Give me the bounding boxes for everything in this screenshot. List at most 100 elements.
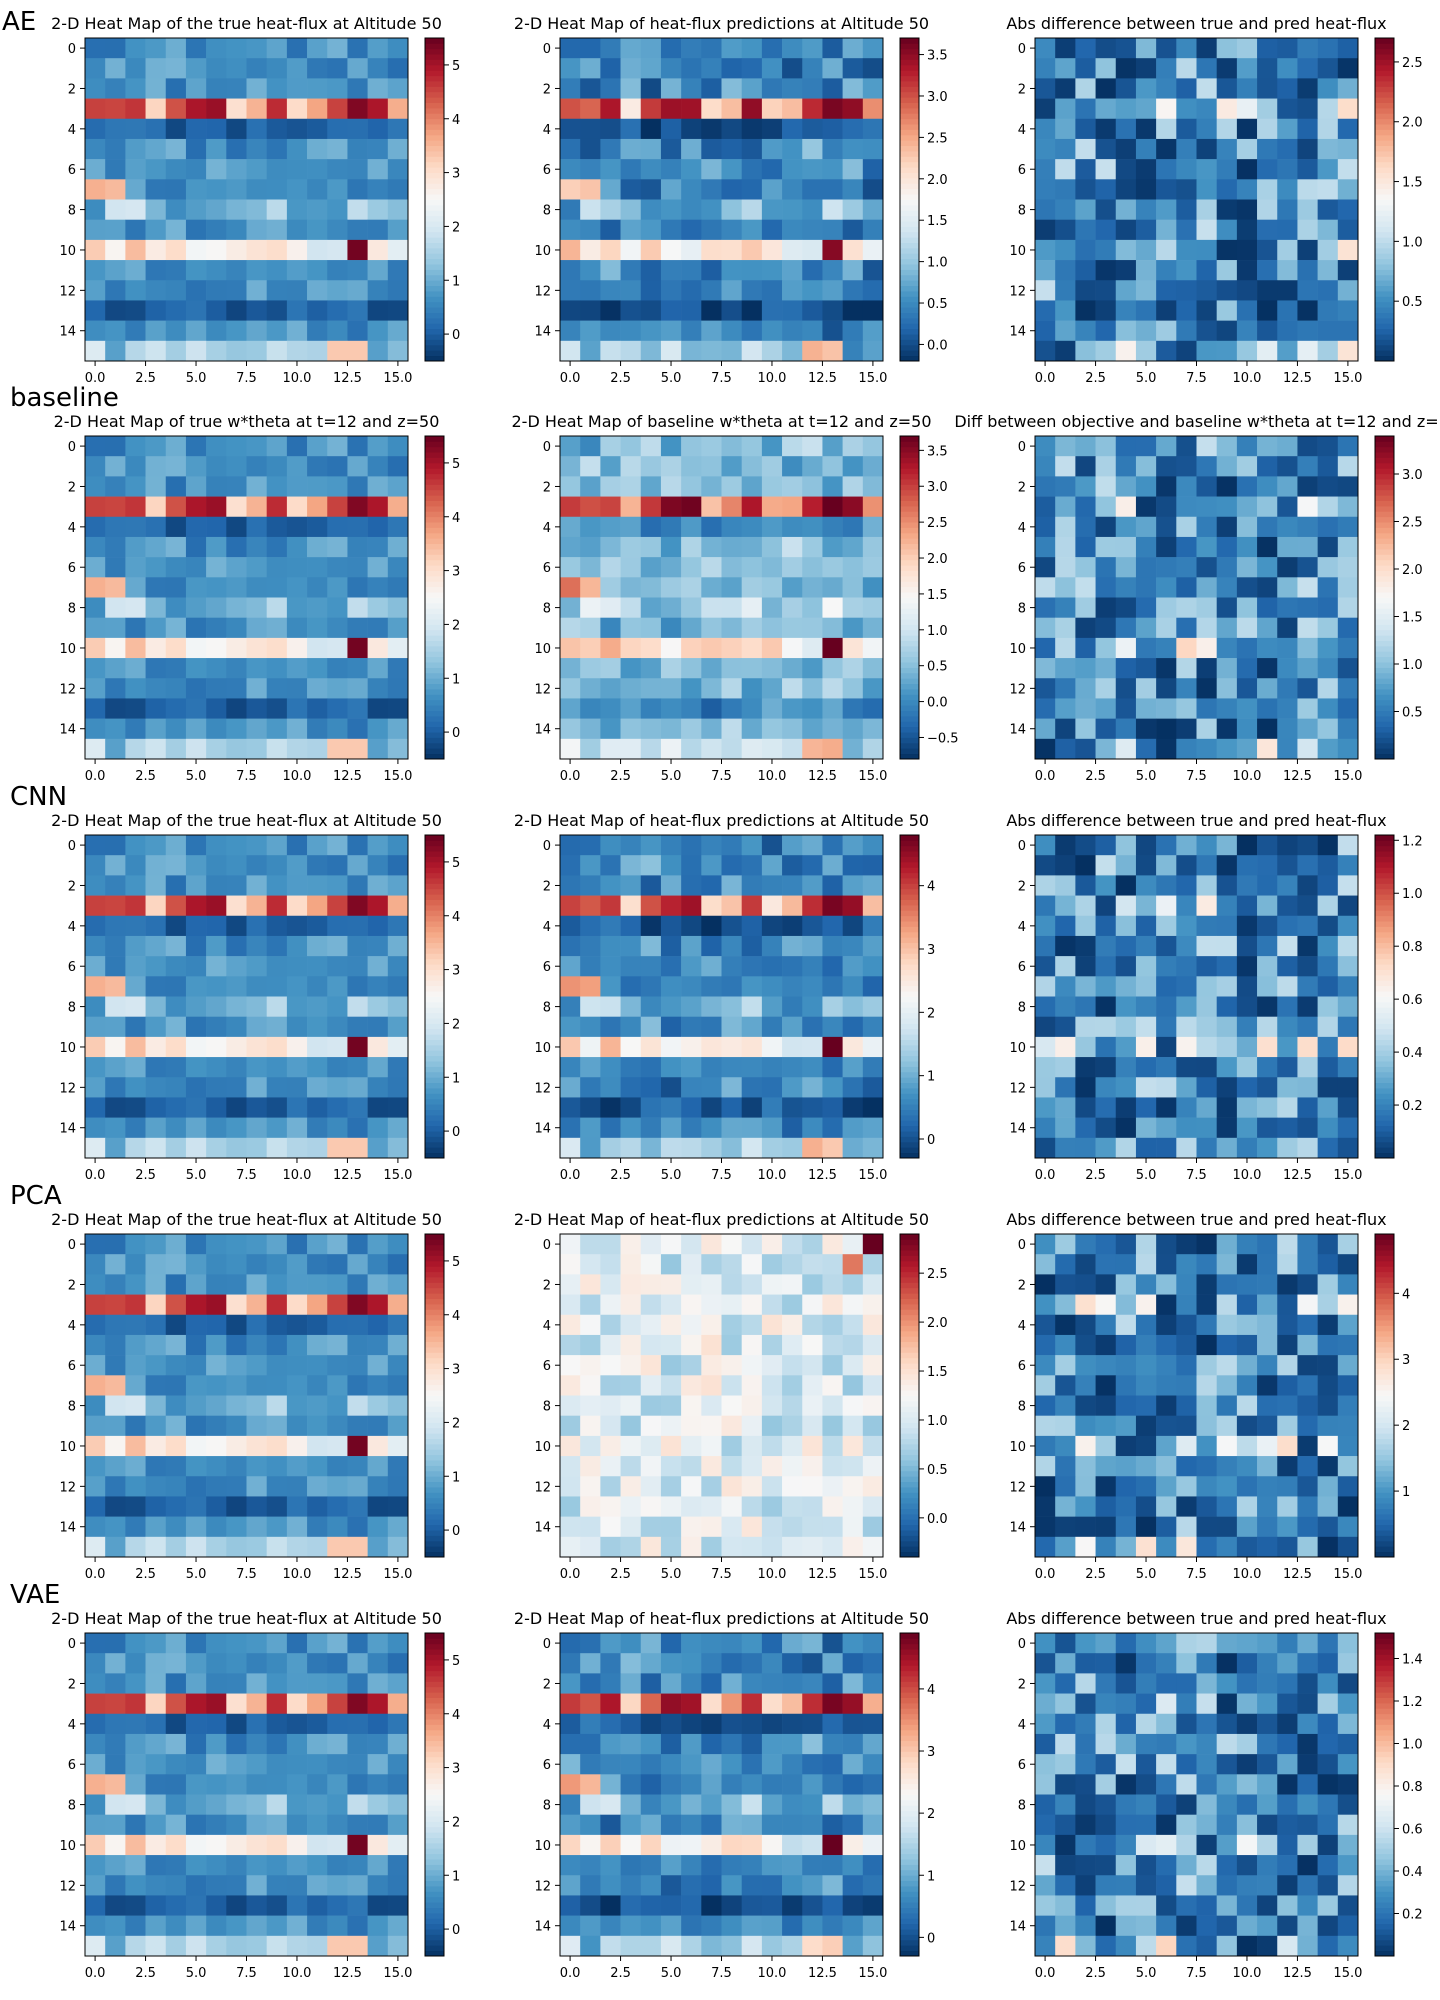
heatmap-cell [185,1633,207,1654]
heatmap-cell [862,658,884,679]
colorbar-segment [425,1649,444,1655]
heatmap-cell [185,915,207,937]
heatmap-cell [620,1855,642,1876]
heatmap-cell [1135,1334,1157,1356]
heatmap-cell [560,260,581,281]
heatmap-cell [387,976,409,997]
heatmap-cell [266,1294,288,1316]
heatmap-cell [802,456,823,477]
heatmap-cell [185,1097,207,1118]
y-tick-label: 12 [1009,1081,1026,1096]
heatmap-cell [681,239,702,261]
heatmap-cell [721,1814,742,1836]
heatmap-cell [1055,855,1076,876]
colorbar-segment [425,689,444,695]
colorbar-segment [900,1244,919,1251]
heatmap-cell [600,456,621,477]
heatmap-cell [1055,835,1076,856]
colorbar-segment [1375,1470,1394,1477]
heatmap-cell [1297,557,1318,578]
colorbar-segment [900,1438,919,1445]
colorbar-segment [425,1810,444,1817]
heatmap-cell [165,835,187,856]
heatmap-cell [1135,239,1157,261]
heatmap-cell [125,637,146,659]
heatmap-cell [367,1016,389,1038]
heatmap-cell [761,1395,783,1416]
heatmap-cell [701,1834,722,1856]
colorbar-segment [900,538,919,545]
heatmap-cell [701,875,722,896]
colorbar-segment [900,964,919,970]
heatmap-cell [822,935,843,957]
heatmap-cell [640,1016,662,1038]
heatmap-cell [266,557,288,578]
heatmap-cell [761,895,783,917]
heatmap-cell [165,1875,187,1896]
heatmap-cell [741,1274,763,1295]
heatmap-cell [387,1895,409,1916]
heatmap-cell [701,1036,722,1058]
heatmap-cell [1317,1395,1339,1416]
heatmap-cell [721,1855,742,1876]
y-tick-label: 8 [1018,602,1026,617]
heatmap-cell [741,1516,763,1538]
heatmap-cell [822,1855,843,1876]
heatmap-cell [681,1036,702,1058]
heatmap-cell [1095,1395,1117,1416]
colorbar-segment [1375,1433,1394,1439]
heatmap-cell [822,280,843,301]
heatmap-cell [1257,179,1278,200]
heatmap-cell [185,1314,207,1336]
heatmap-cell [822,1834,843,1856]
heatmap-cell [560,557,581,578]
heatmap-cell [842,1693,864,1715]
heatmap-cell [640,1516,662,1538]
heatmap-cell [802,1673,823,1694]
heatmap-cell [286,1016,308,1038]
heatmap-cell [1135,436,1157,457]
y-tick-label: 0 [543,42,551,57]
heatmap-cell [741,1855,763,1876]
colorbar-segment [1375,1255,1394,1262]
heatmap-cell [185,1117,207,1139]
heatmap-cell [721,935,742,957]
heatmap-cell [1095,1496,1117,1517]
colorbar-segment [1375,1363,1394,1369]
heatmap-cell [307,300,328,321]
heatmap-cell [1277,1057,1298,1078]
heatmap-cell [802,915,823,937]
heatmap-cell [105,1077,126,1098]
heatmap-cell [701,855,722,876]
colorbar-segment [1375,699,1394,706]
heatmap-cell [85,1314,106,1336]
colorbar-segment [900,1546,919,1553]
heatmap-cell [782,1814,803,1836]
heatmap-cell [741,935,763,957]
heatmap-cell [1095,219,1117,241]
heatmap-cell [701,1294,722,1316]
colorbar-segment [900,845,919,852]
heatmap-cell [1317,835,1339,856]
heatmap-cell [286,1754,308,1775]
heatmap-cell [286,935,308,957]
heatmap-cell [681,1294,702,1316]
heatmap-cell [822,1097,843,1118]
heatmap-cell [185,1855,207,1876]
heatmap-cell [721,1476,742,1497]
heatmap-cell [640,340,662,362]
heatmap-cell [1156,1415,1177,1437]
panel-title: 2-D Heat Map of heat-flux predictions at… [514,1210,929,1229]
heatmap-cell [741,1016,763,1038]
heatmap-cell [286,1516,308,1538]
heatmap-cell [286,1117,308,1139]
heatmap-cell [347,219,368,241]
heatmap-cell [307,179,328,200]
heatmap-cell [367,1415,389,1437]
heatmap-cell [206,1814,227,1836]
heatmap-cell [327,1895,348,1916]
heatmap-cell [1337,835,1359,856]
heatmap-cell [1277,456,1298,477]
heatmap-cell [1216,1137,1238,1159]
heatmap-cell [85,1713,106,1735]
